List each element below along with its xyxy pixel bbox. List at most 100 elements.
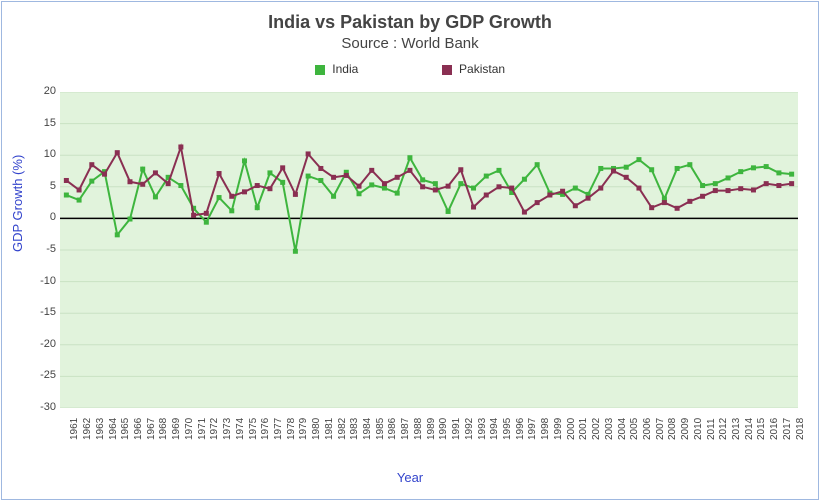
series-marker-pakistan	[331, 175, 336, 180]
series-marker-pakistan	[166, 181, 171, 186]
legend-label-india: India	[332, 62, 358, 76]
series-marker-india	[255, 205, 260, 210]
x-tick-label: 1992	[464, 418, 475, 440]
series-marker-india	[382, 186, 387, 191]
series-marker-pakistan	[687, 199, 692, 204]
series-marker-india	[738, 169, 743, 174]
y-tick-label: 5	[26, 180, 56, 192]
series-marker-india	[598, 166, 603, 171]
x-tick-label: 1983	[349, 418, 360, 440]
series-marker-india	[217, 195, 222, 200]
x-tick-label: 1971	[197, 418, 208, 440]
series-marker-pakistan	[598, 186, 603, 191]
x-tick-label: 1994	[489, 418, 500, 440]
x-tick-label: 1977	[273, 418, 284, 440]
series-marker-pakistan	[484, 193, 489, 198]
x-tick-label: 1975	[248, 418, 259, 440]
series-marker-pakistan	[713, 188, 718, 193]
x-tick-label: 2004	[617, 418, 628, 440]
series-marker-india	[420, 177, 425, 182]
series-marker-india	[458, 181, 463, 186]
series-marker-pakistan	[726, 188, 731, 193]
x-tick-label: 1963	[95, 418, 106, 440]
x-tick-label: 1998	[540, 418, 551, 440]
x-tick-label: 1984	[362, 418, 373, 440]
plot-svg	[60, 92, 798, 408]
series-marker-pakistan	[267, 186, 272, 191]
series-marker-india	[331, 194, 336, 199]
series-marker-india	[789, 172, 794, 177]
series-marker-pakistan	[764, 181, 769, 186]
chart-subtitle: Source : World Bank	[2, 35, 818, 52]
x-tick-label: 2000	[566, 418, 577, 440]
x-tick-label: 1967	[146, 418, 157, 440]
series-marker-india	[636, 157, 641, 162]
series-marker-pakistan	[547, 193, 552, 198]
series-marker-pakistan	[700, 194, 705, 199]
series-marker-india	[178, 183, 183, 188]
series-marker-pakistan	[611, 169, 616, 174]
x-tick-label: 1981	[324, 418, 335, 440]
series-marker-pakistan	[458, 167, 463, 172]
legend-item-pakistan[interactable]: Pakistan	[442, 62, 505, 76]
series-marker-pakistan	[204, 211, 209, 216]
series-marker-pakistan	[496, 184, 501, 189]
x-tick-label: 2006	[642, 418, 653, 440]
series-marker-pakistan	[624, 175, 629, 180]
x-tick-label: 1972	[209, 418, 220, 440]
series-marker-pakistan	[280, 165, 285, 170]
x-tick-label: 1997	[527, 418, 538, 440]
series-marker-india	[535, 162, 540, 167]
series-marker-india	[115, 232, 120, 237]
x-tick-label: 2016	[769, 418, 780, 440]
series-marker-india	[89, 179, 94, 184]
series-marker-pakistan	[395, 175, 400, 180]
y-axis-label: GDP Growth (%)	[10, 155, 25, 252]
x-tick-label: 2014	[744, 418, 755, 440]
series-marker-pakistan	[140, 182, 145, 187]
series-marker-india	[369, 182, 374, 187]
y-tick-label: -5	[26, 243, 56, 255]
series-marker-india	[293, 249, 298, 254]
x-tick-label: 2002	[591, 418, 602, 440]
x-tick-label: 1991	[451, 418, 462, 440]
x-tick-label: 2011	[706, 418, 717, 440]
legend-label-pakistan: Pakistan	[459, 62, 505, 76]
x-tick-label: 2003	[604, 418, 615, 440]
x-tick-label: 1974	[235, 418, 246, 440]
y-tick-label: 0	[26, 211, 56, 223]
series-marker-pakistan	[586, 196, 591, 201]
x-tick-label: 1978	[286, 418, 297, 440]
y-tick-label: -15	[26, 306, 56, 318]
series-marker-india	[687, 162, 692, 167]
series-marker-india	[446, 209, 451, 214]
chart-title: India vs Pakistan by GDP Growth	[2, 12, 818, 33]
series-marker-india	[204, 220, 209, 225]
legend-item-india[interactable]: India	[315, 62, 358, 76]
x-tick-label: 2005	[629, 418, 640, 440]
y-tick-label: -20	[26, 338, 56, 350]
series-marker-pakistan	[64, 178, 69, 183]
series-marker-pakistan	[153, 170, 158, 175]
series-marker-pakistan	[471, 205, 476, 210]
x-tick-label: 1973	[222, 418, 233, 440]
x-tick-label: 2017	[782, 418, 793, 440]
series-marker-india	[407, 155, 412, 160]
series-marker-india	[395, 191, 400, 196]
series-marker-pakistan	[738, 186, 743, 191]
x-tick-label: 2009	[680, 418, 691, 440]
series-marker-pakistan	[522, 210, 527, 215]
series-marker-pakistan	[776, 183, 781, 188]
x-tick-label: 1999	[553, 418, 564, 440]
series-marker-india	[764, 164, 769, 169]
x-tick-label: 1986	[387, 418, 398, 440]
series-marker-india	[357, 191, 362, 196]
series-marker-pakistan	[446, 184, 451, 189]
series-marker-india	[280, 180, 285, 185]
series-marker-india	[496, 168, 501, 173]
x-tick-label: 2013	[731, 418, 742, 440]
y-tick-label: 15	[26, 117, 56, 129]
series-marker-pakistan	[662, 200, 667, 205]
series-marker-pakistan	[751, 187, 756, 192]
x-axis-label: Year	[2, 470, 818, 485]
